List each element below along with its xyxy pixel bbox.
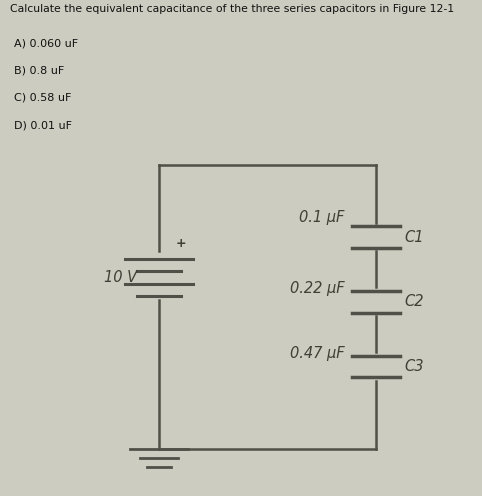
Text: +: +: [176, 237, 187, 249]
Text: 10 V: 10 V: [104, 270, 137, 285]
Text: C3: C3: [405, 359, 424, 374]
Text: 0.22 μF: 0.22 μF: [290, 281, 345, 297]
Text: C1: C1: [405, 230, 424, 245]
Text: D) 0.01 uF: D) 0.01 uF: [14, 120, 72, 130]
Text: Calculate the equivalent capacitance of the three series capacitors in Figure 12: Calculate the equivalent capacitance of …: [10, 4, 454, 14]
Text: 0.1 μF: 0.1 μF: [299, 209, 345, 225]
Text: A) 0.060 uF: A) 0.060 uF: [14, 38, 79, 48]
Text: C) 0.58 uF: C) 0.58 uF: [14, 93, 72, 103]
Text: 0.47 μF: 0.47 μF: [290, 346, 345, 361]
Text: B) 0.8 uF: B) 0.8 uF: [14, 65, 65, 75]
Text: C2: C2: [405, 294, 424, 310]
